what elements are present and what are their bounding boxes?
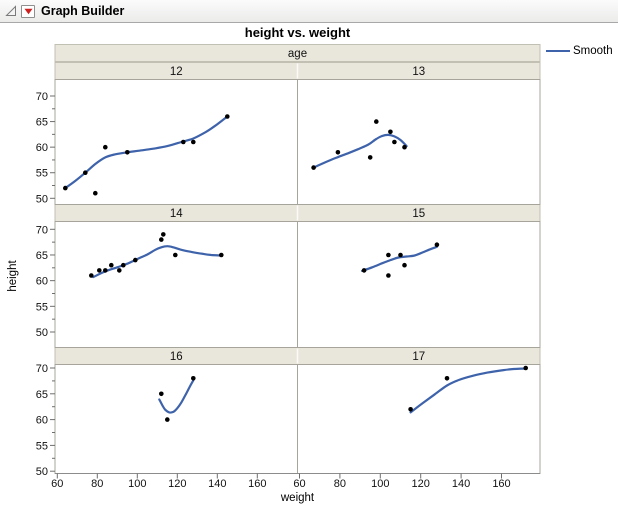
- facet-value-label-14: 14: [170, 208, 183, 220]
- y-tick-label: 50: [36, 193, 48, 205]
- data-point-age-12[interactable]: [93, 190, 98, 196]
- y-tick-label: 70: [36, 91, 48, 103]
- data-point-age-13[interactable]: [374, 119, 379, 124]
- x-tick-label: 80: [91, 478, 103, 490]
- data-point-age-13[interactable]: [311, 165, 316, 170]
- facet-value-label-17: 17: [412, 351, 425, 363]
- y-tick-label: 60: [36, 415, 48, 427]
- data-point-age-14[interactable]: [103, 268, 108, 273]
- facet-value-label-13: 13: [412, 66, 425, 78]
- y-tick-label: 65: [36, 389, 48, 401]
- smooth-curve-age-17: [409, 367, 527, 414]
- x-tick-label: 100: [371, 478, 389, 490]
- data-point-age-16[interactable]: [191, 376, 196, 381]
- report-title: Graph Builder: [41, 4, 125, 18]
- y-tick-label: 70: [36, 224, 48, 236]
- data-point-age-15[interactable]: [402, 262, 407, 268]
- data-point-age-12[interactable]: [191, 139, 196, 145]
- data-point-age-15[interactable]: [398, 252, 403, 258]
- disclosure-triangle-icon[interactable]: [5, 5, 17, 17]
- x-tick-label: 120: [168, 478, 186, 490]
- data-point-age-14[interactable]: [121, 262, 126, 268]
- data-point-age-13[interactable]: [367, 155, 373, 160]
- data-point-age-14[interactable]: [173, 252, 178, 258]
- y-tick-label: 55: [36, 440, 48, 452]
- data-point-age-12[interactable]: [63, 185, 68, 191]
- data-point-age-14[interactable]: [89, 273, 94, 278]
- chart-title: height vs. weight: [244, 25, 351, 40]
- x-tick-label: 100: [128, 478, 146, 490]
- smooth-curve-age-16: [158, 379, 195, 414]
- x-tick-label: 160: [492, 478, 510, 490]
- y-tick-label: 65: [36, 250, 48, 262]
- x-axis-title: weight: [280, 492, 315, 504]
- data-point-age-12[interactable]: [225, 114, 230, 119]
- legend-label[interactable]: Smooth: [573, 45, 613, 57]
- x-tick-label: 140: [452, 478, 470, 490]
- smooth-curve-age-12: [64, 115, 229, 190]
- y-tick-label: 60: [36, 142, 48, 154]
- y-tick-label: 50: [36, 466, 48, 478]
- data-point-age-15[interactable]: [361, 268, 367, 273]
- facet-value-label-16: 16: [170, 351, 183, 363]
- data-point-age-14[interactable]: [133, 257, 138, 263]
- data-point-age-16[interactable]: [159, 391, 164, 397]
- data-point-age-13[interactable]: [392, 139, 397, 145]
- y-tick-label: 65: [36, 117, 48, 129]
- smooth-line-swatch: [546, 49, 570, 53]
- facet-value-label-15: 15: [412, 208, 425, 220]
- x-tick-label: 60: [293, 478, 305, 490]
- facet-variable-label: age: [288, 48, 307, 60]
- red-triangle-menu-button[interactable]: [21, 4, 35, 18]
- data-point-age-13[interactable]: [388, 129, 393, 135]
- data-point-age-14[interactable]: [117, 268, 122, 273]
- y-axis-title: height: [7, 260, 19, 292]
- data-point-age-13[interactable]: [335, 150, 341, 155]
- data-point-age-15[interactable]: [386, 273, 391, 278]
- report-titlebar: Graph Builder: [0, 0, 618, 23]
- smooth-curve-age-15: [361, 245, 438, 272]
- data-point-age-14[interactable]: [97, 268, 102, 273]
- data-point-age-12[interactable]: [125, 150, 130, 155]
- y-tick-label: 70: [36, 363, 48, 375]
- x-tick-label: 80: [334, 478, 346, 490]
- y-tick-label: 55: [36, 301, 48, 313]
- data-point-age-12[interactable]: [83, 170, 88, 175]
- x-tick-label: 60: [51, 478, 63, 490]
- data-point-age-12[interactable]: [103, 144, 108, 150]
- data-point-age-17[interactable]: [444, 376, 450, 381]
- data-point-age-16[interactable]: [165, 417, 170, 422]
- data-point-age-14[interactable]: [109, 262, 114, 268]
- smooth-curve-age-13: [312, 133, 408, 169]
- data-point-age-15[interactable]: [434, 242, 440, 247]
- data-point-age-17[interactable]: [523, 365, 528, 371]
- data-point-age-13[interactable]: [402, 144, 407, 150]
- x-tick-label: 160: [248, 478, 266, 490]
- y-tick-label: 55: [36, 168, 48, 180]
- y-tick-label: 50: [36, 327, 48, 339]
- legend: Smooth: [546, 45, 613, 57]
- y-tick-label: 60: [36, 276, 48, 288]
- x-tick-label: 140: [208, 478, 226, 490]
- red-triangle-icon: [24, 8, 32, 14]
- data-point-age-15[interactable]: [386, 252, 391, 258]
- x-tick-label: 120: [412, 478, 430, 490]
- data-point-age-12[interactable]: [181, 139, 186, 145]
- data-point-age-14[interactable]: [161, 232, 166, 237]
- facet-value-label-12: 12: [170, 66, 183, 78]
- facet-variable-band: [54, 44, 541, 62]
- smooth-curve-age-14: [92, 245, 223, 279]
- data-point-age-17[interactable]: [408, 407, 413, 412]
- data-point-age-14[interactable]: [159, 237, 164, 242]
- data-point-age-14[interactable]: [219, 252, 224, 258]
